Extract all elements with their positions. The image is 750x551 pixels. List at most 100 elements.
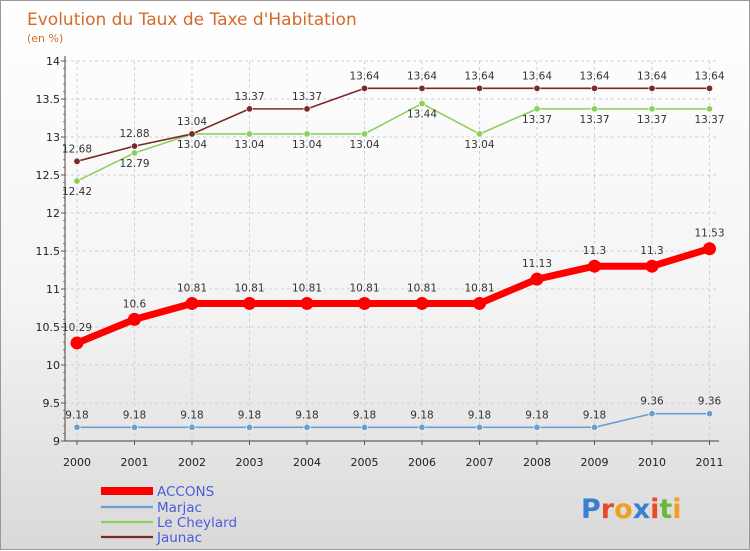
data-label: 13.64 (637, 70, 667, 82)
axes: 9 9.5 10 10.5 11 11.5 12 12.5 13 13.5 14 2000 2001 20… (36, 55, 724, 469)
data-label: 9.18 (583, 409, 606, 421)
x-tick-label: 2006 (408, 456, 436, 469)
data-point (705, 84, 713, 92)
data-label: 13.04 (292, 139, 322, 151)
data-point (588, 259, 601, 273)
data-point (300, 296, 314, 310)
data-point (188, 423, 196, 431)
data-point (128, 312, 141, 326)
data-point (360, 423, 368, 431)
data-label: 13.44 (407, 109, 437, 121)
data-label: 13.04 (349, 139, 379, 151)
logo-letter: P (581, 494, 601, 525)
data-label: 9.18 (65, 409, 88, 421)
logo-letter: x (633, 494, 650, 525)
data-point (705, 410, 713, 418)
data-label: 9.18 (525, 409, 548, 421)
data-label: 13.04 (464, 139, 494, 151)
x-tick-label: 2005 (351, 456, 379, 469)
data-label: 13.37 (694, 114, 724, 126)
x-tick-label: 2000 (63, 456, 91, 469)
data-point (418, 84, 426, 92)
data-label: 9.18 (468, 409, 491, 421)
legend-label: Marjac (157, 500, 202, 516)
data-label: 13.64 (464, 70, 494, 82)
grid (65, 60, 719, 442)
data-label: 13.64 (349, 70, 379, 82)
data-label: 12.68 (62, 143, 92, 155)
x-tick-label: 2008 (523, 456, 551, 469)
data-label: 10.81 (177, 282, 207, 294)
data-label: 12.88 (119, 128, 149, 140)
data-label: 9.36 (640, 396, 664, 408)
data-label: 13.04 (234, 139, 264, 151)
data-point (645, 259, 659, 273)
data-label: 13.04 (177, 116, 207, 128)
data-point (70, 336, 84, 350)
y-tick-label: 10 (46, 359, 60, 372)
data-point (131, 142, 139, 150)
x-tick-label: 2011 (696, 456, 724, 469)
data-label: 13.37 (522, 114, 552, 126)
data-point (246, 105, 254, 113)
series-line-accons (75, 245, 711, 347)
data-label: 12.79 (119, 158, 149, 170)
y-tick-label: 11 (46, 283, 60, 296)
data-point (246, 130, 254, 138)
x-tick-label: 2002 (178, 456, 206, 469)
data-point (360, 84, 368, 92)
data-label: 13.37 (579, 114, 609, 126)
data-point (185, 296, 199, 310)
data-point (705, 105, 713, 113)
data-point (533, 423, 541, 431)
data-label: 9.18 (295, 409, 318, 421)
data-point (475, 130, 483, 138)
data-labels: 10.29 10.6 10.81 10.81 10.81 10.81 10.81 10.81 1… (62, 70, 725, 421)
series-line-marjac (77, 412, 710, 429)
data-label: 13.64 (579, 70, 609, 82)
series-line-le-cheylard (76, 102, 710, 182)
data-point (131, 423, 139, 431)
y-tick-label: 12 (46, 207, 60, 220)
data-point (648, 84, 656, 92)
data-point (418, 423, 426, 431)
logo-letter: i (672, 494, 681, 525)
data-point (415, 296, 429, 310)
y-tick-label: 9 (53, 435, 60, 448)
series (70, 84, 716, 431)
series-line-jaunac (76, 87, 710, 163)
data-label: 10.81 (349, 282, 379, 294)
data-point (303, 423, 311, 431)
data-point (360, 130, 368, 138)
data-point (533, 105, 541, 113)
data-point (703, 242, 716, 256)
logo-letter: r (601, 494, 615, 525)
data-label: 10.29 (62, 322, 92, 334)
data-point (246, 423, 254, 431)
data-label: 13.64 (522, 70, 552, 82)
data-label: 10.81 (464, 282, 494, 294)
data-label: 9.18 (238, 409, 261, 421)
data-label: 13.04 (177, 139, 207, 151)
data-point (648, 410, 656, 418)
data-label: 9.18 (123, 409, 146, 421)
data-point (73, 157, 81, 165)
data-point (418, 100, 426, 108)
x-tick-label: 2004 (293, 456, 321, 469)
y-tick-label: 9.5 (43, 397, 61, 410)
data-label: 11.13 (522, 258, 552, 270)
data-label: 10.81 (407, 282, 437, 294)
data-point (73, 177, 81, 185)
y-tick-label: 14 (46, 55, 60, 68)
data-label: 11.3 (583, 245, 606, 257)
data-label: 10.81 (234, 282, 264, 294)
data-label: 13.64 (694, 70, 724, 82)
y-tick-label: 12.5 (36, 169, 61, 182)
data-label: 9.18 (410, 409, 433, 421)
logo-letter: t (659, 494, 672, 525)
y-tick-label: 13.5 (36, 93, 61, 106)
logo-letter: i (650, 494, 659, 525)
legend-label: Jaunac (156, 530, 202, 546)
